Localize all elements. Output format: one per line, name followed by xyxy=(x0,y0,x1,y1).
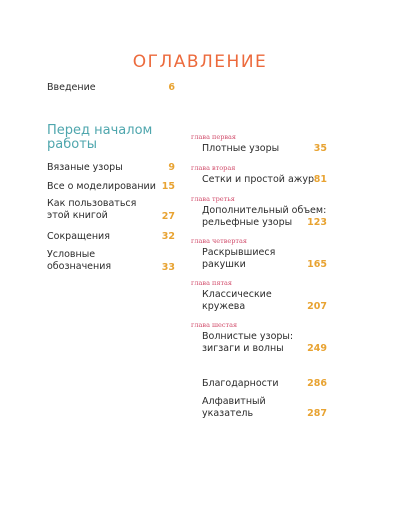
toc-entry[interactable]: Сокращения xyxy=(47,231,110,242)
toc-page-intro[interactable]: 6 xyxy=(168,82,175,93)
toc-entry[interactable]: Все о моделировании xyxy=(47,181,156,192)
toc-page-number[interactable]: 81 xyxy=(313,174,327,185)
toc-entry[interactable]: Вязаные узоры xyxy=(47,162,123,173)
toc-entry[interactable]: Волнистые узоры: зигзаги и волны xyxy=(202,331,294,354)
toc-page-number[interactable]: 165 xyxy=(307,259,327,270)
toc-entry[interactable]: Плотные узоры xyxy=(202,143,280,154)
toc-page-number[interactable]: 9 xyxy=(168,162,175,173)
toc-page-number[interactable]: 35 xyxy=(313,143,327,154)
chapter-label: глава первая xyxy=(191,133,236,141)
toc-page-number[interactable]: 207 xyxy=(307,301,327,312)
toc-entry[interactable]: Дополнительный объем: рельефные узоры xyxy=(202,205,327,228)
toc-page-number[interactable]: 15 xyxy=(161,181,175,192)
toc-page-number[interactable]: 287 xyxy=(307,408,327,419)
toc-title: ОГЛАВЛЕНИЕ xyxy=(132,52,268,72)
toc-page-number[interactable]: 33 xyxy=(161,262,175,273)
toc-entry[interactable]: Классические кружева xyxy=(202,289,272,312)
chapter-label: глава шестая xyxy=(191,321,238,329)
toc-page-number[interactable]: 286 xyxy=(307,378,327,389)
toc-entry[interactable]: Условные обозначения xyxy=(47,249,112,272)
toc-entry[interactable]: Раскрывшиеся ракушки xyxy=(202,247,276,270)
chapter-label: глава вторая xyxy=(191,164,236,172)
chapter-label: глава четвертая xyxy=(191,237,247,245)
chapter-label: глава третья xyxy=(191,195,235,203)
section-heading: Перед началом работы xyxy=(47,123,153,152)
toc-page-number[interactable]: 123 xyxy=(307,217,327,228)
toc-entry[interactable]: Сетки и простой ажур xyxy=(202,174,314,185)
toc-page-number[interactable]: 27 xyxy=(161,211,175,222)
toc-entry[interactable]: Алфавитный указатель xyxy=(202,396,266,419)
toc-page-number[interactable]: 32 xyxy=(161,231,175,242)
chapter-label: глава пятая xyxy=(191,279,233,287)
toc-page-number[interactable]: 249 xyxy=(307,343,327,354)
toc-entry[interactable]: Как пользоваться этой книгой xyxy=(47,198,137,221)
toc-entry[interactable]: Благодарности xyxy=(202,378,279,389)
toc-entry-intro[interactable]: Введение xyxy=(47,82,96,93)
